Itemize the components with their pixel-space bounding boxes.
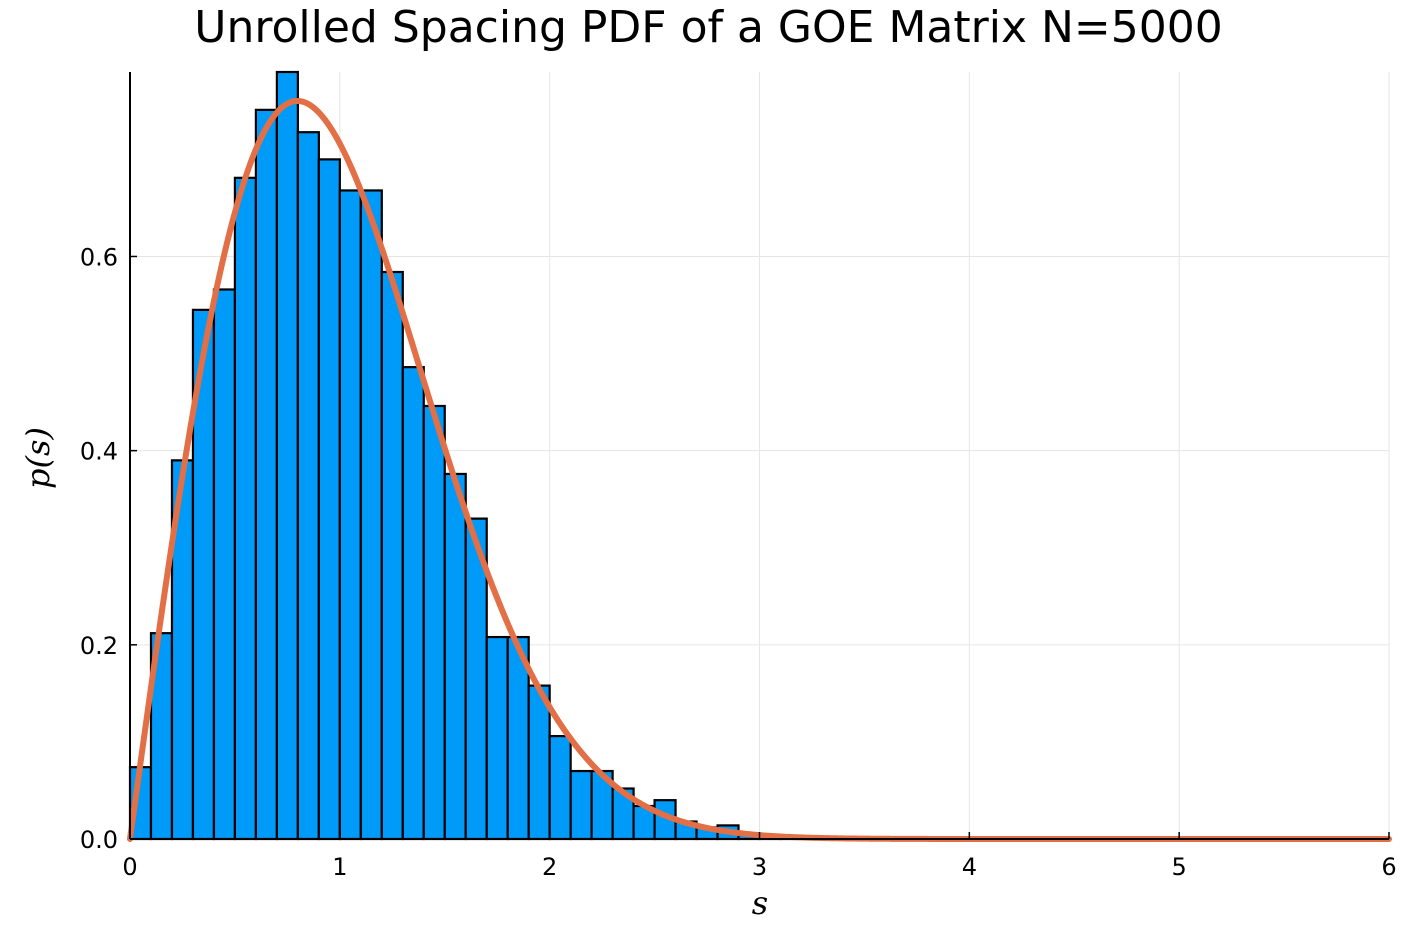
y-tick-label: 0.0 <box>80 826 118 854</box>
histogram-bars <box>128 70 803 841</box>
histogram-bar <box>275 70 299 841</box>
y-tick-label: 0.6 <box>80 243 118 271</box>
x-tick-label: 3 <box>752 853 767 881</box>
histogram-bar <box>233 176 258 841</box>
histogram-bar <box>317 158 341 841</box>
x-tick-label: 0 <box>122 853 137 881</box>
histogram-bar <box>548 734 572 841</box>
x-tick-label: 4 <box>962 853 977 881</box>
histogram-bar <box>422 404 446 841</box>
histogram-bar <box>527 684 551 841</box>
histogram-bar <box>338 189 362 841</box>
histogram-bar <box>485 635 509 841</box>
histogram-bar <box>296 131 320 841</box>
histogram-bar <box>443 472 467 841</box>
chart-title: Unrolled Spacing PDF of a GOE Matrix N=5… <box>194 2 1223 53</box>
tick-labels: 0 1 2 3 4 5 6 0.0 0.2 0.4 0.6 <box>80 243 1397 881</box>
y-tick-label: 0.2 <box>80 632 118 660</box>
histogram-bar <box>401 366 425 841</box>
x-axis-label: s <box>751 884 769 922</box>
histogram-bar <box>569 769 593 841</box>
histogram-bar <box>254 108 278 841</box>
histogram-bar <box>212 288 237 841</box>
histogram-bar <box>380 270 404 841</box>
x-tick-label: 2 <box>542 853 557 881</box>
x-tick-label: 6 <box>1381 853 1396 881</box>
y-axis-label: p(s) <box>19 427 57 489</box>
y-tick-label: 0.4 <box>80 438 118 466</box>
x-tick-label: 1 <box>332 853 347 881</box>
x-tick-label: 5 <box>1172 853 1187 881</box>
axes <box>129 72 1390 840</box>
histogram-bar <box>359 189 383 841</box>
